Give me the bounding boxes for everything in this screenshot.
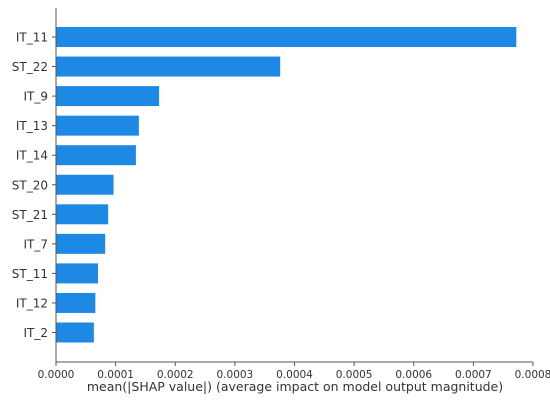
bar-st-21 bbox=[56, 204, 109, 225]
bar-it-14 bbox=[56, 145, 136, 166]
x-axis-label: mean(|SHAP value|) (average impact on mo… bbox=[87, 379, 503, 394]
axis-layer: IT_11 ST_22 IT_9 IT_13 IT_14 ST_20 ST_21 IT_7 ST… bbox=[12, 8, 550, 381]
bar-it-9 bbox=[56, 86, 160, 107]
category-label-it-11: IT_11 bbox=[16, 31, 48, 45]
category-label-it-7: IT_7 bbox=[23, 237, 48, 251]
category-label-it-2: IT_2 bbox=[23, 326, 48, 340]
bar-it-2 bbox=[56, 322, 94, 343]
category-label-st-20: ST_20 bbox=[12, 178, 48, 192]
x-tick-label: 0.0003 bbox=[217, 369, 254, 381]
category-label-it-12: IT_12 bbox=[16, 296, 48, 310]
x-tick-label: 0.0007 bbox=[455, 369, 492, 381]
x-tick-label: 0.0004 bbox=[276, 369, 313, 381]
bar-it-11 bbox=[56, 27, 517, 47]
bar-st-22 bbox=[56, 56, 281, 77]
x-tick-label: 0.0001 bbox=[97, 369, 134, 381]
category-label-st-21: ST_21 bbox=[12, 208, 48, 222]
x-tick-label: 0.0008 bbox=[515, 369, 550, 381]
bar-it-12 bbox=[56, 292, 96, 313]
x-tick-label: 0.0000 bbox=[38, 369, 75, 381]
x-tick-label: 0.0006 bbox=[395, 369, 432, 381]
category-label-st-22: ST_22 bbox=[12, 60, 48, 74]
category-label-it-14: IT_14 bbox=[16, 149, 48, 163]
category-label-it-13: IT_13 bbox=[16, 119, 48, 133]
bar-st-20 bbox=[56, 174, 114, 195]
category-label-it-9: IT_9 bbox=[23, 90, 48, 104]
bar-it-13 bbox=[56, 115, 139, 136]
x-tick-label: 0.0005 bbox=[336, 369, 373, 381]
category-label-st-11: ST_11 bbox=[12, 267, 48, 281]
bar-it-7 bbox=[56, 233, 106, 254]
bars-layer bbox=[56, 27, 517, 343]
x-tick-label: 0.0002 bbox=[157, 369, 194, 381]
bar-st-11 bbox=[56, 263, 99, 284]
